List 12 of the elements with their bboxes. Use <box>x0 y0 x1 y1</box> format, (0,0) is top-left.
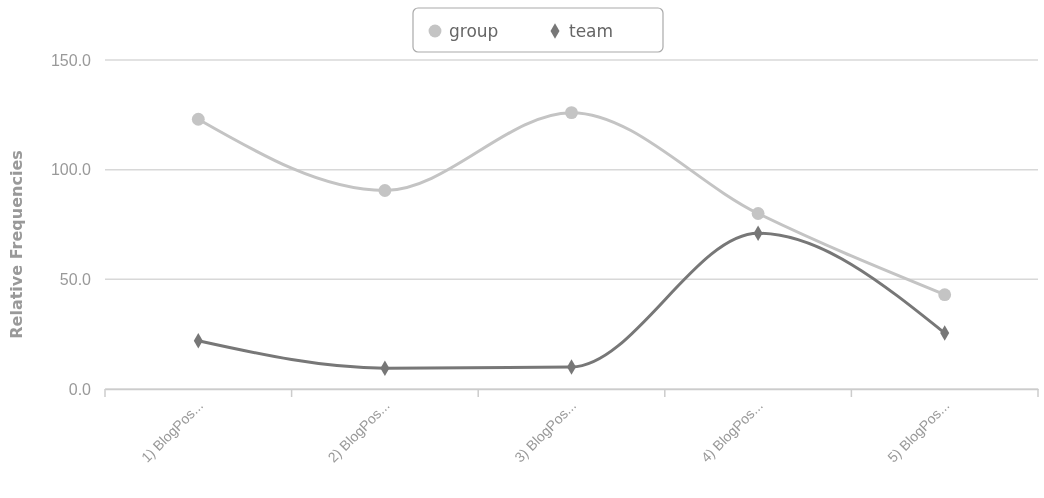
legend-label: group <box>449 21 499 41</box>
y-axis-title: Relative Frequencies <box>7 150 26 339</box>
legend-label: team <box>569 21 614 41</box>
point <box>938 288 952 302</box>
y-tick-label: 0.0 <box>68 380 92 398</box>
point <box>378 184 392 197</box>
point <box>565 106 578 120</box>
y-tick-label: 50.0 <box>59 270 92 288</box>
y-tick-label: 150.0 <box>50 51 92 69</box>
y-tick-label: 100.0 <box>50 161 92 179</box>
point <box>751 207 765 220</box>
point <box>191 112 205 126</box>
